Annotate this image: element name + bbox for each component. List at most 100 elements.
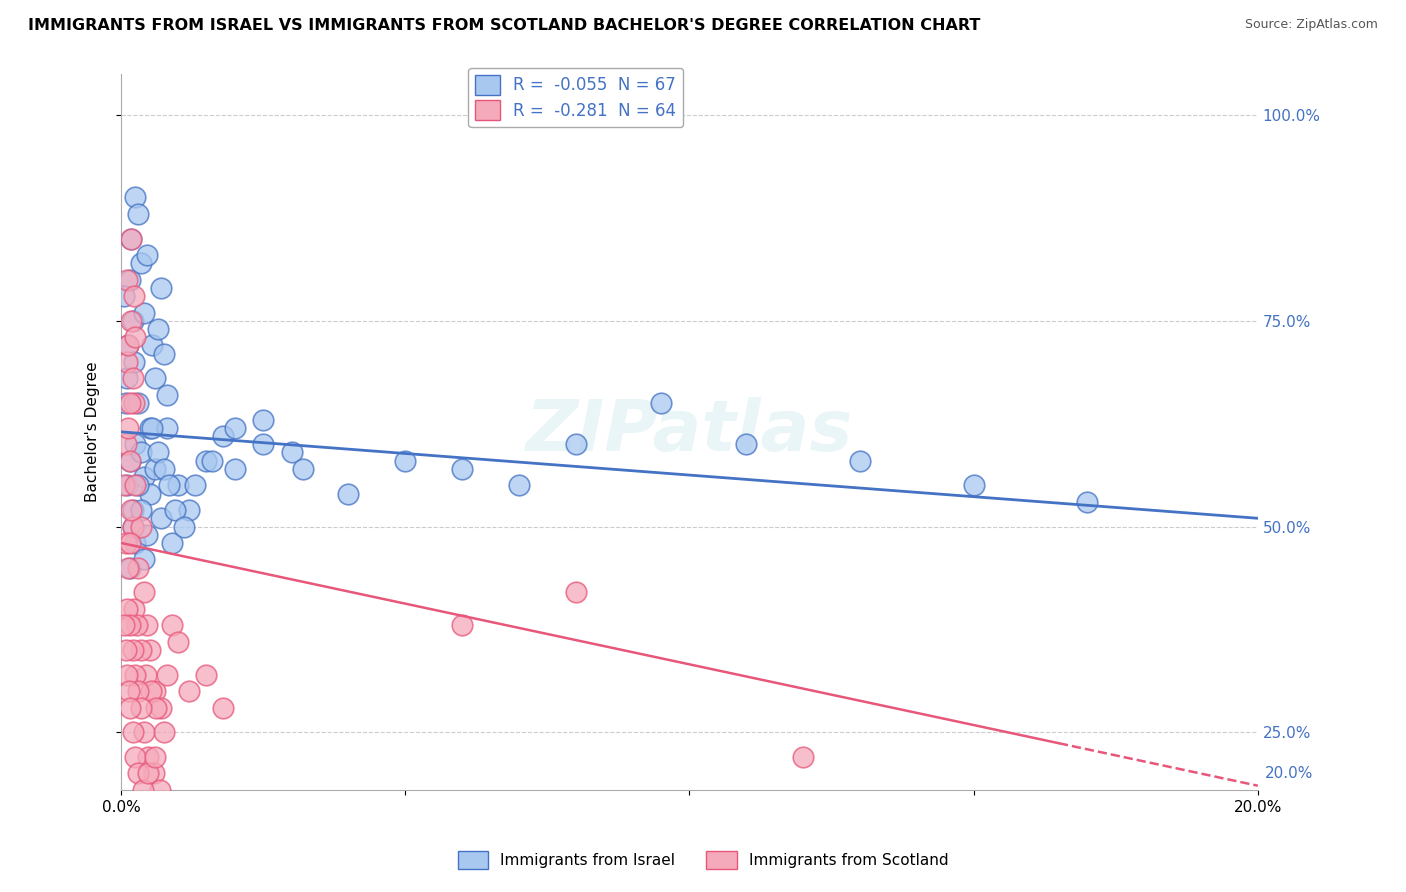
Point bbox=[135, 248, 157, 262]
Point bbox=[451, 618, 474, 632]
Point bbox=[118, 618, 141, 632]
Point bbox=[121, 519, 143, 533]
Point bbox=[565, 437, 588, 451]
Point bbox=[129, 519, 152, 533]
Point bbox=[167, 478, 190, 492]
Point bbox=[184, 478, 207, 492]
Point bbox=[152, 462, 174, 476]
Point bbox=[149, 511, 172, 525]
Point bbox=[145, 700, 167, 714]
Point bbox=[120, 231, 142, 245]
Point bbox=[451, 462, 474, 476]
Point bbox=[117, 338, 139, 352]
Point bbox=[115, 602, 138, 616]
Point bbox=[149, 700, 172, 714]
Point bbox=[114, 437, 136, 451]
Point bbox=[179, 684, 201, 698]
Legend: Immigrants from Israel, Immigrants from Scotland: Immigrants from Israel, Immigrants from … bbox=[451, 845, 955, 875]
Point bbox=[138, 750, 160, 764]
Y-axis label: Bachelor's Degree: Bachelor's Degree bbox=[86, 361, 100, 502]
Point bbox=[508, 478, 530, 492]
Point bbox=[114, 536, 136, 550]
Point bbox=[118, 560, 141, 574]
Point bbox=[115, 273, 138, 287]
Point bbox=[118, 453, 141, 467]
Point bbox=[135, 527, 157, 541]
Point bbox=[124, 190, 146, 204]
Point bbox=[120, 700, 142, 714]
Point bbox=[146, 322, 169, 336]
Point bbox=[173, 519, 195, 533]
Point bbox=[124, 750, 146, 764]
Point bbox=[112, 478, 135, 492]
Point bbox=[114, 396, 136, 410]
Point bbox=[650, 396, 672, 410]
Point bbox=[121, 503, 143, 517]
Point bbox=[132, 552, 155, 566]
Point bbox=[165, 503, 187, 517]
Point bbox=[118, 536, 141, 550]
Point bbox=[394, 453, 416, 467]
Point bbox=[135, 667, 157, 681]
Point bbox=[143, 750, 166, 764]
Point bbox=[224, 462, 246, 476]
Point bbox=[138, 766, 160, 780]
Point bbox=[138, 421, 160, 435]
Point bbox=[129, 256, 152, 270]
Point bbox=[143, 371, 166, 385]
Point bbox=[146, 445, 169, 459]
Point bbox=[155, 667, 177, 681]
Point bbox=[138, 486, 160, 500]
Point bbox=[141, 338, 163, 352]
Point bbox=[792, 750, 814, 764]
Point bbox=[162, 536, 184, 550]
Point bbox=[565, 585, 588, 599]
Point bbox=[117, 421, 139, 435]
Text: Source: ZipAtlas.com: Source: ZipAtlas.com bbox=[1244, 18, 1378, 31]
Point bbox=[179, 503, 201, 517]
Point bbox=[127, 560, 149, 574]
Point bbox=[127, 684, 149, 698]
Point bbox=[129, 445, 152, 459]
Point bbox=[132, 470, 155, 484]
Point bbox=[167, 634, 190, 648]
Point bbox=[115, 371, 138, 385]
Point bbox=[138, 643, 160, 657]
Legend: R =  -0.055  N = 67, R =  -0.281  N = 64: R = -0.055 N = 67, R = -0.281 N = 64 bbox=[468, 68, 683, 127]
Point bbox=[121, 314, 143, 328]
Point bbox=[120, 503, 142, 517]
Point bbox=[122, 355, 145, 369]
Point bbox=[129, 503, 152, 517]
Point bbox=[212, 700, 235, 714]
Point bbox=[201, 453, 224, 467]
Point bbox=[195, 667, 218, 681]
Point bbox=[121, 725, 143, 739]
Point bbox=[117, 338, 139, 352]
Point bbox=[127, 478, 149, 492]
Point bbox=[155, 388, 177, 402]
Point bbox=[120, 231, 142, 245]
Point bbox=[127, 396, 149, 410]
Point bbox=[117, 684, 139, 698]
Point bbox=[149, 281, 172, 295]
Point bbox=[115, 667, 138, 681]
Point bbox=[112, 289, 135, 303]
Point bbox=[129, 700, 152, 714]
Text: IMMIGRANTS FROM ISRAEL VS IMMIGRANTS FROM SCOTLAND BACHELOR'S DEGREE CORRELATION: IMMIGRANTS FROM ISRAEL VS IMMIGRANTS FRO… bbox=[28, 18, 980, 33]
Point bbox=[132, 782, 155, 797]
Point bbox=[124, 437, 146, 451]
Point bbox=[115, 478, 138, 492]
Point bbox=[129, 643, 152, 657]
Point bbox=[337, 486, 360, 500]
Point bbox=[159, 478, 181, 492]
Point bbox=[122, 289, 145, 303]
Point bbox=[252, 437, 274, 451]
Point bbox=[122, 396, 145, 410]
Point bbox=[143, 766, 166, 780]
Point bbox=[124, 330, 146, 344]
Point bbox=[212, 429, 235, 443]
Point bbox=[112, 618, 135, 632]
Point bbox=[127, 207, 149, 221]
Point bbox=[132, 585, 155, 599]
Point bbox=[195, 453, 218, 467]
